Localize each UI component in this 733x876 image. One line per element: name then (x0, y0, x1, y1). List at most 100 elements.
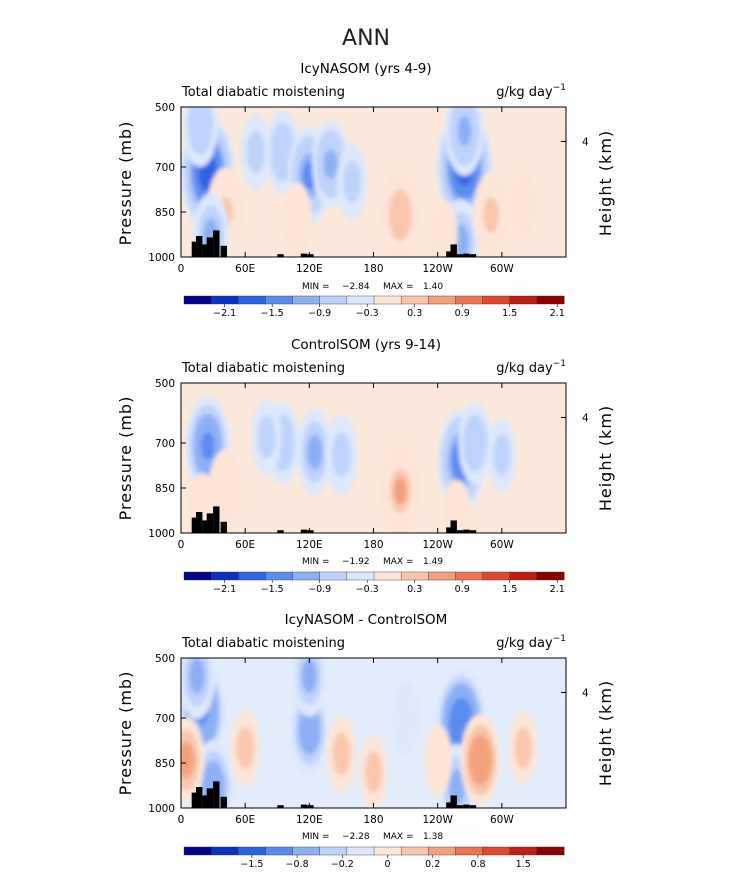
colorbar-swatch (183, 571, 212, 581)
contour-region (364, 751, 383, 793)
colorbar-swatch (400, 846, 429, 856)
x-tick-label: 60E (235, 814, 255, 826)
panel-title: ControlSOM (yrs 9-14) (291, 337, 441, 353)
colorbar-label: 1.5 (502, 584, 517, 595)
contour-region (509, 167, 538, 239)
topography (450, 244, 457, 257)
field-label: Total diabatic moistening (181, 361, 345, 376)
topography (220, 245, 227, 257)
colorbar-swatch (292, 295, 321, 305)
y-tick-label: 850 (155, 758, 175, 770)
topography (213, 781, 220, 808)
contour-region (257, 415, 276, 459)
contour-region (200, 432, 215, 460)
colorbar-label: −2.1 (213, 308, 236, 319)
contour-region (493, 434, 511, 476)
topography (307, 254, 314, 257)
figure-title: ANN (342, 26, 390, 51)
colorbar-swatch (319, 571, 348, 581)
height-tick-label: 4 (582, 413, 589, 425)
colorbar-label: −0.9 (308, 584, 331, 595)
contour-region (423, 724, 452, 796)
x-tick-label: 120W (422, 539, 453, 551)
topography (456, 254, 464, 257)
contour-region (454, 711, 468, 737)
colorbar-label: 0.3 (407, 308, 422, 319)
contour-region (514, 727, 532, 769)
contour-region (189, 658, 206, 694)
colorbar-swatch (536, 846, 565, 856)
colorbar-label: 0.2 (425, 859, 440, 870)
contour-region (331, 432, 352, 478)
x-tick-label: 180 (363, 539, 383, 551)
topography (206, 788, 214, 808)
axis-ticks: 0 60E 120E 180 120W 60W 500 700 850 1000 4 (148, 653, 589, 826)
field-label: Total diabatic moistening (181, 85, 345, 100)
contour-region (274, 134, 291, 170)
contour-region (287, 199, 306, 243)
panel-controlsom: ControlSOM (yrs 9-14) Total diabatic moi… (116, 337, 615, 595)
colorbar-swatch (346, 571, 375, 581)
units-label: g/kg day−1 (496, 359, 566, 376)
colorbar-swatch (238, 846, 266, 856)
colorbar-swatch (455, 571, 484, 581)
x-tick-label: 0 (178, 814, 185, 826)
colorbar-label: 0 (384, 859, 390, 870)
colorbar-label: 1.5 (516, 859, 531, 870)
contour-region (201, 161, 214, 185)
colorbar-swatch (238, 571, 266, 581)
y2-axis-label: Height (km) (596, 680, 615, 786)
y-tick-label: 700 (155, 713, 175, 725)
topography (307, 530, 314, 533)
colorbar-label: 0.3 (407, 584, 422, 595)
colorbar-swatch (373, 295, 402, 305)
topography (300, 529, 308, 533)
panel-title: IcyNASOM (yrs 4-9) (300, 61, 431, 77)
units-label: g/kg day−1 (496, 83, 566, 100)
x-tick-label: 0 (178, 263, 185, 275)
colorbar-label: 2.1 (550, 308, 565, 319)
colorbar-swatch (428, 295, 456, 305)
x-tick-label: 180 (363, 263, 383, 275)
topography (469, 805, 477, 808)
colorbar-swatch (455, 295, 484, 305)
topography (191, 792, 199, 808)
x-tick-label: 120W (422, 263, 453, 275)
topography (191, 241, 199, 257)
topography (220, 521, 227, 533)
topography (213, 230, 220, 257)
topography (450, 795, 457, 808)
topography (196, 787, 203, 808)
colorbar-swatch (292, 571, 321, 581)
colorbar-swatch (210, 846, 239, 856)
y-tick-label: 500 (155, 653, 175, 665)
colorbar: −2.1 −1.5 −0.9 −0.3 0.3 0.9 1.5 2.1 (183, 571, 565, 595)
colorbar-swatch (400, 571, 429, 581)
colorbar-swatch (400, 295, 429, 305)
colorbar-swatch (482, 846, 511, 856)
panel-icynasom: IcyNASOM (yrs 4-9) Total diabatic moiste… (116, 61, 615, 319)
colorbar-swatch (373, 571, 402, 581)
topography (196, 236, 203, 257)
colorbar-swatch (292, 846, 321, 856)
contour-region (457, 116, 472, 146)
contour-region (181, 742, 195, 778)
x-tick-label: 60W (490, 539, 514, 551)
x-tick-label: 0 (178, 539, 185, 551)
colorbar-swatch (536, 571, 565, 581)
topography (446, 802, 453, 808)
heatmap-area (180, 657, 567, 809)
y-axis-label: Pressure (mb) (116, 671, 135, 796)
colorbar-swatch (183, 846, 212, 856)
topography (202, 244, 209, 257)
topography (202, 520, 209, 533)
y-tick-label: 850 (155, 207, 175, 219)
colorbar-swatch (455, 846, 484, 856)
contour-region (218, 473, 234, 509)
contour-region (323, 149, 338, 179)
contour-region (467, 426, 483, 460)
colorbar-label: 0.9 (455, 308, 470, 319)
topography (469, 254, 477, 257)
colorbar-swatch (183, 295, 212, 305)
